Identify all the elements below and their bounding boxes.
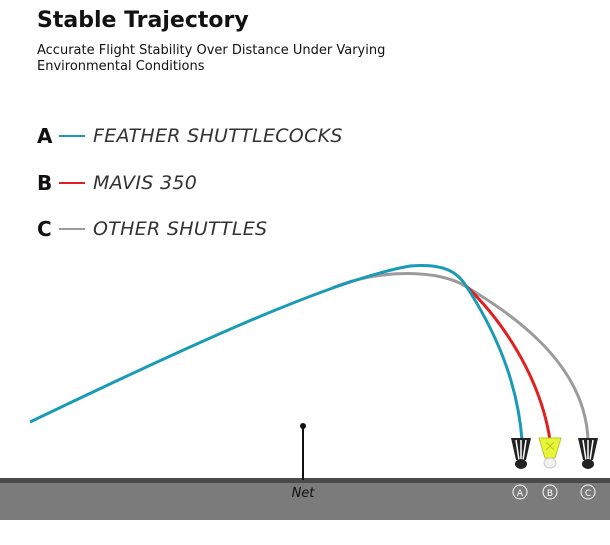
marker-a: A — [512, 484, 528, 500]
legend-letter: B — [37, 171, 53, 195]
net-label: Net — [292, 486, 316, 501]
legend-label: MAVIS 350 — [93, 172, 198, 194]
marker-c: C — [580, 484, 596, 500]
legend-letter: C — [37, 217, 52, 241]
legend-line-b — [59, 182, 85, 184]
trajectory-a — [29, 263, 524, 441]
trajectory-c — [331, 272, 590, 441]
legend-line-a — [59, 135, 85, 137]
marker-label: A — [517, 489, 524, 499]
legend-item-a: A FEATHER SHUTTLECOCKS — [37, 123, 343, 149]
legend-line-c — [59, 228, 85, 230]
legend-label: FEATHER SHUTTLECOCKS — [93, 125, 343, 147]
page-title: Stable Trajectory — [37, 8, 249, 33]
page-subtitle: Accurate Flight Stability Over Distance … — [37, 43, 386, 74]
ground-edge — [0, 478, 610, 484]
legend-letter: A — [37, 124, 53, 148]
marker-b: B — [542, 484, 558, 500]
shuttlecock-icon — [538, 437, 562, 469]
net-top — [300, 423, 306, 429]
shuttlecock-icon — [511, 438, 531, 469]
ground — [0, 483, 610, 520]
trajectory-b — [464, 284, 552, 441]
legend-label: OTHER SHUTTLES — [93, 218, 268, 240]
legend-item-c: C OTHER SHUTTLES — [37, 216, 267, 242]
marker-label: C — [585, 489, 591, 499]
shuttlecock-icon — [578, 438, 598, 469]
marker-label: B — [547, 489, 553, 499]
legend-item-b: B MAVIS 350 — [37, 170, 197, 196]
